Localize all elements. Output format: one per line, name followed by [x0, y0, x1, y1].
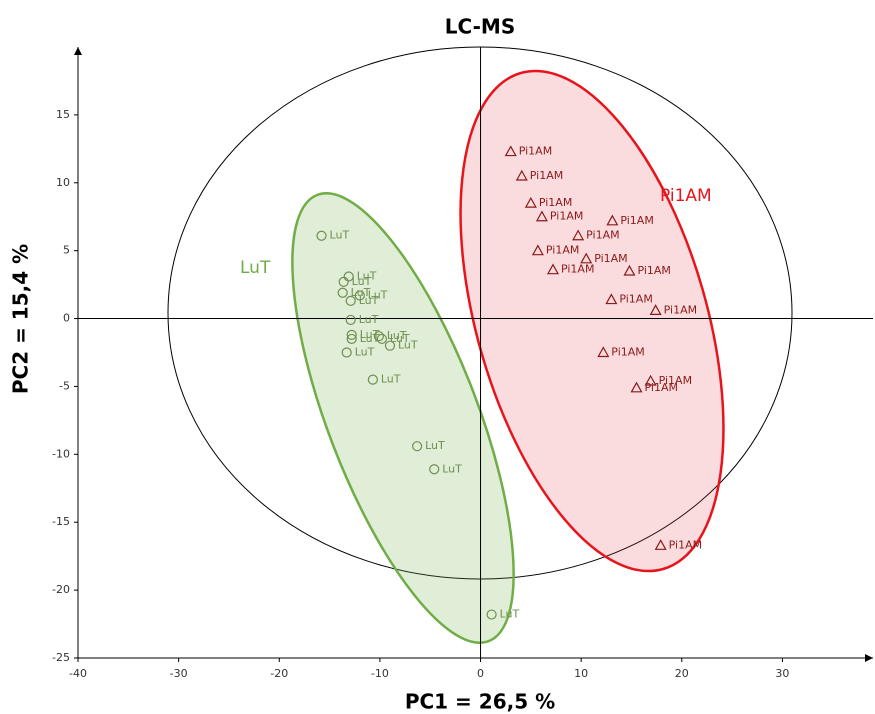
point	[515, 169, 528, 181]
pi1am-ellipse	[459, 69, 725, 573]
point	[367, 374, 378, 385]
chart-title: LC-MS	[445, 15, 516, 39]
x-tick-label: -20	[270, 667, 288, 680]
point	[605, 293, 618, 305]
point	[412, 441, 423, 452]
point-label: Pi1AM	[586, 229, 619, 242]
point-label: LuT	[368, 288, 388, 301]
y-tick-label: -15	[52, 515, 70, 528]
point	[572, 229, 585, 241]
x-tick-label: -30	[170, 667, 188, 680]
point-label: LuT	[357, 269, 377, 282]
y-tick-label: -25	[52, 651, 70, 664]
point	[354, 290, 365, 301]
point-label: LuT	[359, 313, 379, 326]
x-axis-label: PC1 = 26,5 %	[405, 690, 555, 714]
y-tick-label: -10	[52, 447, 70, 460]
point-label: Pi1AM	[611, 346, 644, 359]
point	[606, 214, 619, 226]
y-tick-label: 5	[63, 244, 70, 257]
point-label: Pi1AM	[561, 263, 594, 276]
point-label: Pi1AM	[645, 381, 678, 394]
point-label: LuT	[330, 229, 350, 242]
point	[630, 381, 643, 393]
y-tick-label: 10	[56, 176, 70, 189]
point	[376, 333, 388, 345]
point-label: LuT	[352, 275, 372, 288]
point-label: Pi1AM	[530, 169, 563, 182]
point	[580, 252, 593, 264]
point-label: LuT	[500, 608, 520, 621]
hotelling-ellipse	[167, 46, 793, 580]
point-label: LuT	[398, 339, 418, 352]
point	[337, 287, 348, 298]
point	[535, 210, 548, 222]
point-label: LuT	[355, 346, 375, 359]
point	[429, 464, 440, 475]
point-label: LuT	[442, 462, 462, 475]
point-label: Pi1AM	[539, 196, 572, 209]
point	[649, 304, 662, 316]
point	[346, 333, 357, 345]
y-axis-label: PC2 = 15,4 %	[9, 244, 33, 394]
point	[373, 331, 384, 342]
group-label: Pi1AM	[660, 186, 712, 206]
point-label: LuT	[359, 294, 379, 307]
point	[644, 374, 657, 386]
point	[597, 346, 610, 358]
point	[343, 271, 354, 282]
x-tick-label: 0	[477, 667, 484, 680]
point	[546, 263, 560, 275]
point-label: Pi1AM	[546, 244, 579, 257]
point-label: Pi1AM	[519, 145, 552, 158]
point-label: Pi1AM	[659, 374, 692, 387]
lut-ellipse	[291, 192, 515, 644]
point	[316, 230, 327, 241]
point	[531, 244, 544, 256]
point-label: Pi1AM	[637, 264, 670, 277]
group-label: LuT	[240, 258, 271, 278]
point-label: LuT	[390, 332, 410, 345]
point	[345, 314, 356, 326]
y-tick-label: 0	[63, 312, 70, 325]
x-tick-label: -40	[69, 667, 87, 680]
y-tick-label: -5	[59, 379, 70, 392]
point	[346, 329, 357, 340]
point-label: LuT	[381, 373, 401, 386]
point-label: LuT	[387, 329, 407, 342]
point	[524, 196, 537, 208]
point-label: Pi1AM	[619, 293, 652, 306]
x-tick-label: -10	[371, 667, 389, 680]
point	[338, 276, 349, 287]
y-tick-label: -20	[52, 583, 70, 596]
x-tick-label: 10	[574, 667, 588, 680]
y-axis-arrow	[74, 47, 82, 55]
point-label: LuT	[425, 439, 445, 452]
point-label: Pi1AM	[550, 210, 583, 223]
point-label: Pi1AM	[594, 252, 627, 265]
point-label: LuT	[360, 332, 380, 345]
point-label: Pi1AM	[664, 303, 697, 316]
x-tick-label: 30	[775, 667, 789, 680]
point	[654, 539, 667, 550]
y-tick-label: 15	[56, 108, 70, 121]
point-label: Pi1AM	[620, 214, 653, 227]
point	[623, 264, 636, 276]
point	[384, 340, 396, 351]
point	[504, 145, 517, 157]
point	[486, 609, 497, 620]
point	[345, 295, 356, 307]
point-label: Pi1AM	[669, 538, 702, 551]
x-axis-arrow	[865, 654, 873, 662]
point	[341, 347, 352, 358]
x-tick-label: 20	[675, 667, 689, 680]
